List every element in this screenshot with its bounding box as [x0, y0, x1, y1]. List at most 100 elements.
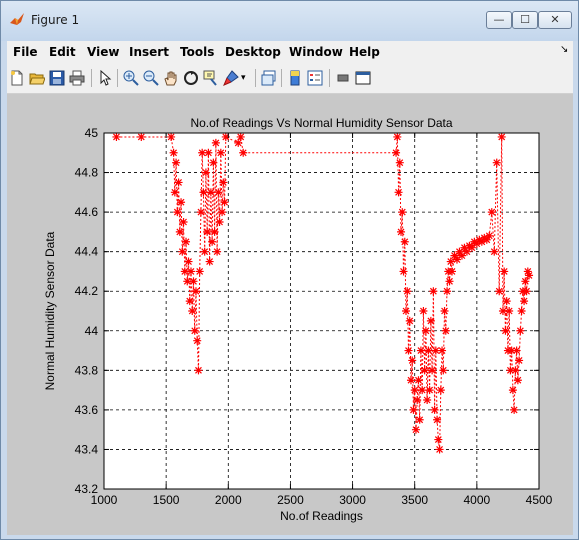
maximize-icon: ☐: [520, 13, 530, 26]
data-point: [398, 208, 407, 217]
data-point: [433, 415, 442, 424]
data-point: [173, 208, 182, 217]
menu-window[interactable]: Window: [289, 45, 343, 59]
data-point: [440, 307, 449, 315]
y-tick-label: 43.4: [75, 442, 99, 456]
menu-view[interactable]: View: [87, 45, 120, 59]
brush-dropdown-icon[interactable]: ▾: [241, 73, 246, 83]
data-point: [472, 239, 481, 248]
y-tick-label: 43.8: [75, 363, 99, 377]
rotate-3d-icon[interactable]: [183, 70, 199, 86]
data-point: [446, 257, 455, 266]
series-humidity: [112, 132, 534, 454]
data-point: [438, 346, 447, 355]
maximize-button[interactable]: ☐: [512, 11, 538, 29]
minimize-icon: —: [493, 13, 505, 26]
data-point: [175, 227, 184, 236]
data-point: [182, 237, 191, 246]
menu-bar: File Edit View Insert Tools Desktop Wind…: [7, 41, 573, 63]
edit-plot-arrow-icon[interactable]: [97, 70, 113, 86]
menu-file[interactable]: File: [13, 45, 38, 59]
data-point: [462, 247, 471, 256]
print-figure-icon[interactable]: [69, 70, 85, 86]
data-point: [196, 208, 205, 217]
x-axis-label: No.of Readings: [280, 509, 363, 523]
data-point: [485, 231, 494, 240]
figure-canvas: 1000 1500 2000 2500 3000 3500 4000 4500 43.2 43.4…: [7, 94, 573, 535]
data-point: [490, 247, 499, 256]
data-point: [167, 132, 176, 141]
tick-labels: 1000 1500 2000 2500 3000 3500 4000 4500 43.2 43.4…: [75, 126, 553, 507]
y-tick-label: 45: [85, 126, 99, 140]
data-point: [434, 435, 443, 444]
y-tick-label: 44.8: [75, 166, 99, 180]
data-point: [501, 326, 510, 335]
data-point: [445, 277, 454, 286]
data-point: [425, 386, 434, 395]
legend-icon[interactable]: [307, 70, 323, 86]
data-point: [201, 168, 210, 177]
title-bar[interactable]: Figure 1 — ☐ ✕: [1, 1, 578, 41]
link-plot-icon[interactable]: [261, 70, 277, 86]
data-point: [195, 267, 204, 276]
data-point: [410, 386, 419, 395]
open-file-icon[interactable]: [29, 70, 45, 86]
data-point: [218, 208, 227, 217]
data-point: [215, 218, 224, 226]
data-point: [397, 227, 406, 236]
data-point: [416, 346, 425, 355]
pan-hand-icon[interactable]: [163, 70, 179, 86]
minimize-button[interactable]: —: [486, 11, 512, 29]
toolbar-separator: [329, 69, 330, 87]
data-point: [467, 243, 476, 252]
data-point: [194, 366, 203, 375]
hide-plot-tools-icon[interactable]: [335, 70, 351, 86]
data-point: [199, 188, 208, 197]
show-plot-tools-icon[interactable]: [355, 70, 371, 86]
data-point: [523, 267, 532, 276]
data-point: [234, 138, 243, 147]
data-point: [394, 188, 403, 197]
menu-desktop[interactable]: Desktop: [225, 45, 281, 59]
new-figure-icon[interactable]: [9, 70, 25, 86]
brush-icon[interactable]: [223, 70, 239, 86]
menu-help[interactable]: Help: [349, 45, 380, 59]
data-point: [210, 227, 219, 236]
data-point: [525, 271, 534, 280]
data-point: [508, 386, 517, 395]
save-figure-icon[interactable]: [49, 70, 65, 86]
data-point: [516, 326, 525, 335]
data-point: [477, 237, 486, 246]
menu-tools[interactable]: Tools: [180, 45, 215, 59]
data-point: [184, 257, 193, 266]
data-point: [208, 237, 217, 246]
data-point: [404, 346, 413, 355]
data-point: [170, 188, 179, 197]
toolbar-separator: [117, 69, 118, 87]
close-button[interactable]: ✕: [538, 11, 572, 29]
dock-arrow-icon[interactable]: ↘: [560, 44, 569, 55]
data-point: [219, 178, 228, 187]
data-point: [393, 132, 402, 141]
data-point: [428, 366, 437, 375]
data-cursor-icon[interactable]: [203, 70, 219, 86]
menu-insert[interactable]: Insert: [129, 45, 169, 59]
zoom-out-icon[interactable]: [143, 70, 159, 86]
data-point: [495, 287, 504, 296]
data-point: [443, 287, 452, 296]
data-point: [421, 326, 430, 335]
data-point: [137, 132, 146, 141]
data-point: [517, 307, 526, 315]
data-point: [511, 366, 520, 375]
axes-box: [103, 132, 540, 490]
zoom-in-icon[interactable]: [123, 70, 139, 86]
menu-edit[interactable]: Edit: [49, 45, 76, 59]
data-point: [216, 148, 225, 157]
chart-title: No.of Readings Vs Normal Humidity Sensor…: [190, 116, 452, 130]
data-point: [439, 366, 448, 375]
colorbar-icon[interactable]: [287, 70, 303, 86]
data-point: [515, 356, 524, 365]
data-point: [187, 267, 195, 276]
humidity-chart[interactable]: 1000 1500 2000 2500 3000 3500 4000 4500 43.2 43.4…: [7, 94, 573, 535]
